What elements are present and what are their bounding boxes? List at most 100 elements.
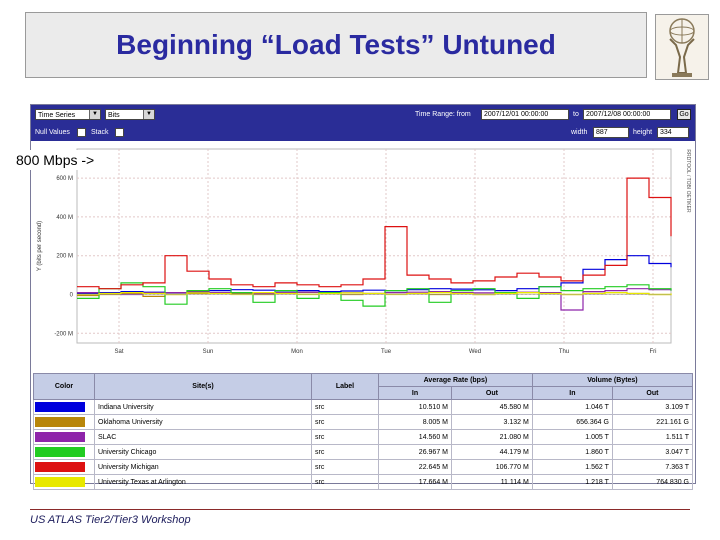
y-axis-label: Y (bits per second) <box>37 221 43 271</box>
table-row: Oklahoma University src 8.005 M 3.132 M 656.… <box>33 414 694 430</box>
table-row: University Chicago src 26.967 M 44.179 M 1.8… <box>33 444 694 460</box>
slide-title-box: Beginning “Load Tests” Untuned <box>25 12 647 78</box>
col-header-volume: Volume (Bytes) <box>531 373 694 387</box>
x-tick-label: Thu <box>559 349 569 355</box>
slide-title: Beginning “Load Tests” Untuned <box>116 29 556 60</box>
site-name: University Chicago <box>94 444 312 460</box>
volume-in: 1.860 T <box>531 444 613 460</box>
volume-in: 1.218 T <box>531 474 613 490</box>
x-tick-label: Mon <box>291 349 303 355</box>
y-tick-label: 600 M <box>56 176 73 182</box>
volume-in: 1.562 T <box>531 459 613 475</box>
to-label: to <box>573 111 579 118</box>
series-type-select[interactable]: Time Series ▼ <box>35 109 101 120</box>
unit-select[interactable]: Bits ▼ <box>105 109 155 120</box>
x-tick-label: Sun <box>203 349 214 355</box>
avg-rate-out: 3.132 M <box>450 414 533 430</box>
atlas-statue-icon <box>669 18 695 77</box>
site-label: src <box>311 414 379 430</box>
atlas-logo <box>655 14 709 80</box>
avg-rate-in: 8.005 M <box>378 414 452 430</box>
stack-label: Stack <box>91 129 109 136</box>
null-values-label: Null Values <box>35 129 70 136</box>
avg-rate-out: 21.080 M <box>450 429 533 445</box>
x-tick-label: Fri <box>650 349 657 355</box>
to-date-input[interactable]: 2007/12/08 00:00:00 <box>583 109 671 120</box>
volume-in: 656.364 G <box>531 414 613 430</box>
col-header-label: Label <box>311 373 379 400</box>
site-name: Indiana University <box>94 399 312 415</box>
site-label: src <box>311 399 379 415</box>
x-tick-label: Wed <box>469 349 481 355</box>
rrdtool-credit: RRDTOOL / TOBI OETIKER <box>685 149 691 213</box>
chevron-down-icon: ▼ <box>89 110 100 119</box>
subheader-vol-in: In <box>531 386 613 400</box>
series-type-value: Time Series <box>38 112 76 119</box>
y-tick-label: 0 <box>70 293 74 299</box>
avg-rate-out: 45.580 M <box>450 399 533 415</box>
color-swatch-cell <box>33 414 95 430</box>
volume-out: 7.363 T <box>611 459 694 475</box>
color-swatch <box>35 432 85 442</box>
subheader-avg-in: In <box>378 386 452 400</box>
color-swatch <box>35 447 85 457</box>
volume-out: 3.047 T <box>611 444 694 460</box>
volume-in: 1.005 T <box>531 429 613 445</box>
color-swatch-cell <box>33 474 95 490</box>
col-header-site: Site(s) <box>94 373 312 400</box>
avg-rate-out: 11.114 M <box>450 474 533 490</box>
chart-area: 600 M 400 M 200 M 0 -200 M Sat Sun Mon Tue Wed Thu… <box>31 141 695 369</box>
volume-out: 3.109 T <box>611 399 694 415</box>
stack-checkbox[interactable] <box>115 128 124 137</box>
subheader-vol-out: Out <box>611 386 694 400</box>
chevron-down-icon: ▼ <box>143 110 154 119</box>
from-date-input[interactable]: 2007/12/01 00:00:00 <box>481 109 569 120</box>
width-input[interactable]: 887 <box>593 127 629 138</box>
null-values-checkbox[interactable] <box>77 128 86 137</box>
col-header-average-rate: Average Rate (bps) <box>378 373 533 387</box>
y-tick-label: -200 M <box>54 331 73 337</box>
color-swatch-cell <box>33 444 95 460</box>
volume-out: 221.161 G <box>611 414 694 430</box>
x-tick-label: Tue <box>381 349 392 355</box>
toolbar: Time Series ▼ Bits ▼ Null Values Stack T… <box>31 105 695 141</box>
bandwidth-callout: 800 Mbps -> <box>12 150 99 170</box>
time-range-label: Time Range: from <box>415 111 471 118</box>
network-monitor-app: Time Series ▼ Bits ▼ Null Values Stack T… <box>30 104 696 490</box>
throughput-chart: 600 M 400 M 200 M 0 -200 M Sat Sun Mon Tue Wed Thu… <box>37 148 691 355</box>
color-swatch <box>35 477 85 487</box>
subheader-avg-out: Out <box>450 386 533 400</box>
site-label: src <box>311 474 379 490</box>
site-name: Oklahoma University <box>94 414 312 430</box>
width-label: width <box>571 129 588 136</box>
series-line <box>77 282 672 307</box>
site-label: src <box>311 444 379 460</box>
col-header-color: Color <box>33 373 95 400</box>
volume-out: 1.511 T <box>611 429 694 445</box>
x-tick-label: Sat <box>114 349 123 355</box>
volume-in: 1.046 T <box>531 399 613 415</box>
legend-table: Color Site(s) Label Average Rate (bps) V… <box>33 373 694 490</box>
plot-background <box>76 148 672 344</box>
site-label: src <box>311 429 379 445</box>
avg-rate-in: 17.664 M <box>378 474 452 490</box>
table-row: SLAC src 14.560 M 21.080 M 1.005 T 1.511 T <box>33 429 694 445</box>
site-label: src <box>311 459 379 475</box>
footer-divider <box>30 509 690 510</box>
y-tick-label: 400 M <box>56 215 73 221</box>
height-input[interactable]: 334 <box>657 127 689 138</box>
volume-out: 764.830 G <box>611 474 694 490</box>
table-row: Indiana University src 10.510 M 45.580 M 1.0… <box>33 399 694 415</box>
y-tick-label: 200 M <box>56 254 73 260</box>
color-swatch <box>35 402 85 412</box>
color-swatch-cell <box>33 399 95 415</box>
color-swatch-cell <box>33 429 95 445</box>
go-button[interactable]: Go <box>677 109 691 120</box>
color-swatch-cell <box>33 459 95 475</box>
height-label: height <box>633 129 653 136</box>
avg-rate-in: 26.967 M <box>378 444 452 460</box>
avg-rate-in: 22.645 M <box>378 459 452 475</box>
site-name: University Texas at Arlington <box>94 474 312 490</box>
avg-rate-in: 14.560 M <box>378 429 452 445</box>
